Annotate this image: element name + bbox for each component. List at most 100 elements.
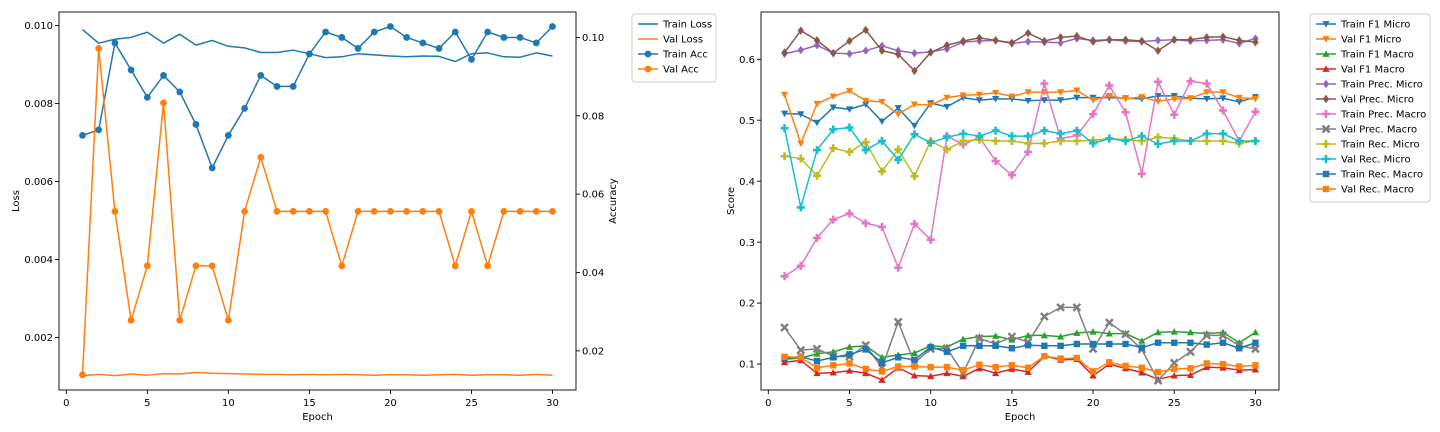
data-point	[943, 363, 951, 371]
data-point	[991, 126, 1000, 135]
data-point	[910, 219, 919, 228]
data-point	[224, 131, 232, 139]
data-point	[1024, 341, 1032, 349]
data-point	[1105, 92, 1113, 100]
data-point	[1057, 38, 1064, 47]
data-point	[878, 359, 886, 367]
legend-swatch-marker	[1321, 124, 1331, 134]
data-point	[1056, 333, 1065, 340]
data-point	[1202, 79, 1211, 88]
data-point	[532, 207, 540, 215]
data-point	[862, 25, 869, 35]
y2-tick-label: 0.08	[582, 111, 604, 122]
legend: Train F1 Micro Val F1 Micro Train F1 Macro…	[1309, 13, 1431, 203]
legend-entry: Train Rec. Macro	[1340, 170, 1423, 181]
y-tick-label: 0.5	[739, 116, 755, 127]
data-point	[895, 50, 902, 59]
data-point	[1105, 134, 1114, 143]
data-point	[1057, 342, 1064, 349]
data-point	[1073, 87, 1081, 94]
series-train-acc	[79, 23, 556, 172]
data-point	[160, 72, 167, 79]
data-point	[813, 146, 822, 155]
data-point	[1089, 372, 1097, 379]
data-point	[1138, 36, 1145, 46]
data-point	[1040, 79, 1049, 88]
data-point	[877, 167, 886, 176]
y-axis-label: Score	[726, 187, 737, 215]
data-point	[813, 119, 821, 127]
series-val-f1-macro	[780, 352, 1260, 383]
data-point	[1007, 132, 1016, 141]
data-point	[1024, 331, 1032, 339]
data-point	[1186, 136, 1195, 145]
data-point	[1137, 169, 1146, 178]
data-point	[1251, 365, 1260, 373]
data-point	[862, 369, 870, 377]
data-point	[894, 145, 903, 154]
data-point	[289, 83, 297, 90]
data-point	[862, 101, 870, 108]
data-point	[1073, 31, 1081, 41]
data-point	[911, 66, 918, 76]
data-point	[992, 342, 999, 349]
data-point	[176, 316, 184, 324]
x-tick-label: 10	[222, 398, 235, 409]
x-tick-label: 30	[1249, 398, 1262, 409]
data-point	[1089, 110, 1098, 119]
data-point	[829, 104, 837, 112]
data-point	[370, 207, 378, 215]
data-point	[257, 72, 265, 79]
series-line	[784, 95, 1256, 127]
data-point	[976, 342, 983, 349]
y-tick-label: 0.6	[739, 55, 755, 66]
data-point	[1041, 342, 1048, 349]
data-point	[911, 356, 918, 364]
data-point	[322, 28, 330, 36]
data-point	[338, 262, 346, 270]
data-point	[1007, 136, 1016, 145]
data-point	[829, 215, 838, 224]
y2-axis-label: Accuracy	[608, 178, 619, 224]
data-point	[991, 157, 1000, 166]
data-point	[878, 368, 886, 375]
data-point	[781, 48, 788, 57]
legend-entry: Train Rec. Micro	[1340, 140, 1420, 151]
legend-swatch-marker	[1322, 170, 1330, 178]
data-point	[862, 346, 869, 353]
data-point	[878, 353, 886, 361]
data-point	[127, 66, 135, 74]
x-tick-label: 0	[63, 398, 69, 409]
data-point	[1057, 355, 1064, 362]
data-point	[1041, 352, 1048, 360]
data-point	[992, 89, 1000, 97]
data-point	[403, 207, 411, 215]
x-tick-label: 20	[384, 398, 397, 409]
data-point	[241, 104, 248, 112]
data-point	[1202, 136, 1211, 145]
data-point	[959, 92, 967, 99]
data-point	[1170, 328, 1178, 335]
data-point	[1251, 344, 1260, 354]
data-point	[796, 203, 805, 212]
data-point	[1024, 368, 1032, 375]
data-point	[387, 207, 394, 215]
data-point	[943, 348, 951, 356]
data-point	[435, 207, 443, 215]
data-point	[468, 55, 475, 63]
data-point	[273, 207, 281, 215]
data-point	[1251, 328, 1260, 336]
data-point	[176, 88, 184, 96]
x-tick-label: 25	[1168, 398, 1181, 409]
data-point	[1138, 364, 1145, 371]
data-point	[1170, 110, 1179, 119]
data-point	[1236, 363, 1243, 370]
data-point	[500, 207, 508, 215]
data-point	[1202, 331, 1212, 340]
data-point	[991, 136, 1000, 145]
data-point	[1008, 345, 1016, 352]
data-point	[1008, 93, 1016, 101]
data-point	[305, 50, 313, 58]
data-point	[1106, 340, 1113, 348]
data-point	[1154, 368, 1162, 376]
